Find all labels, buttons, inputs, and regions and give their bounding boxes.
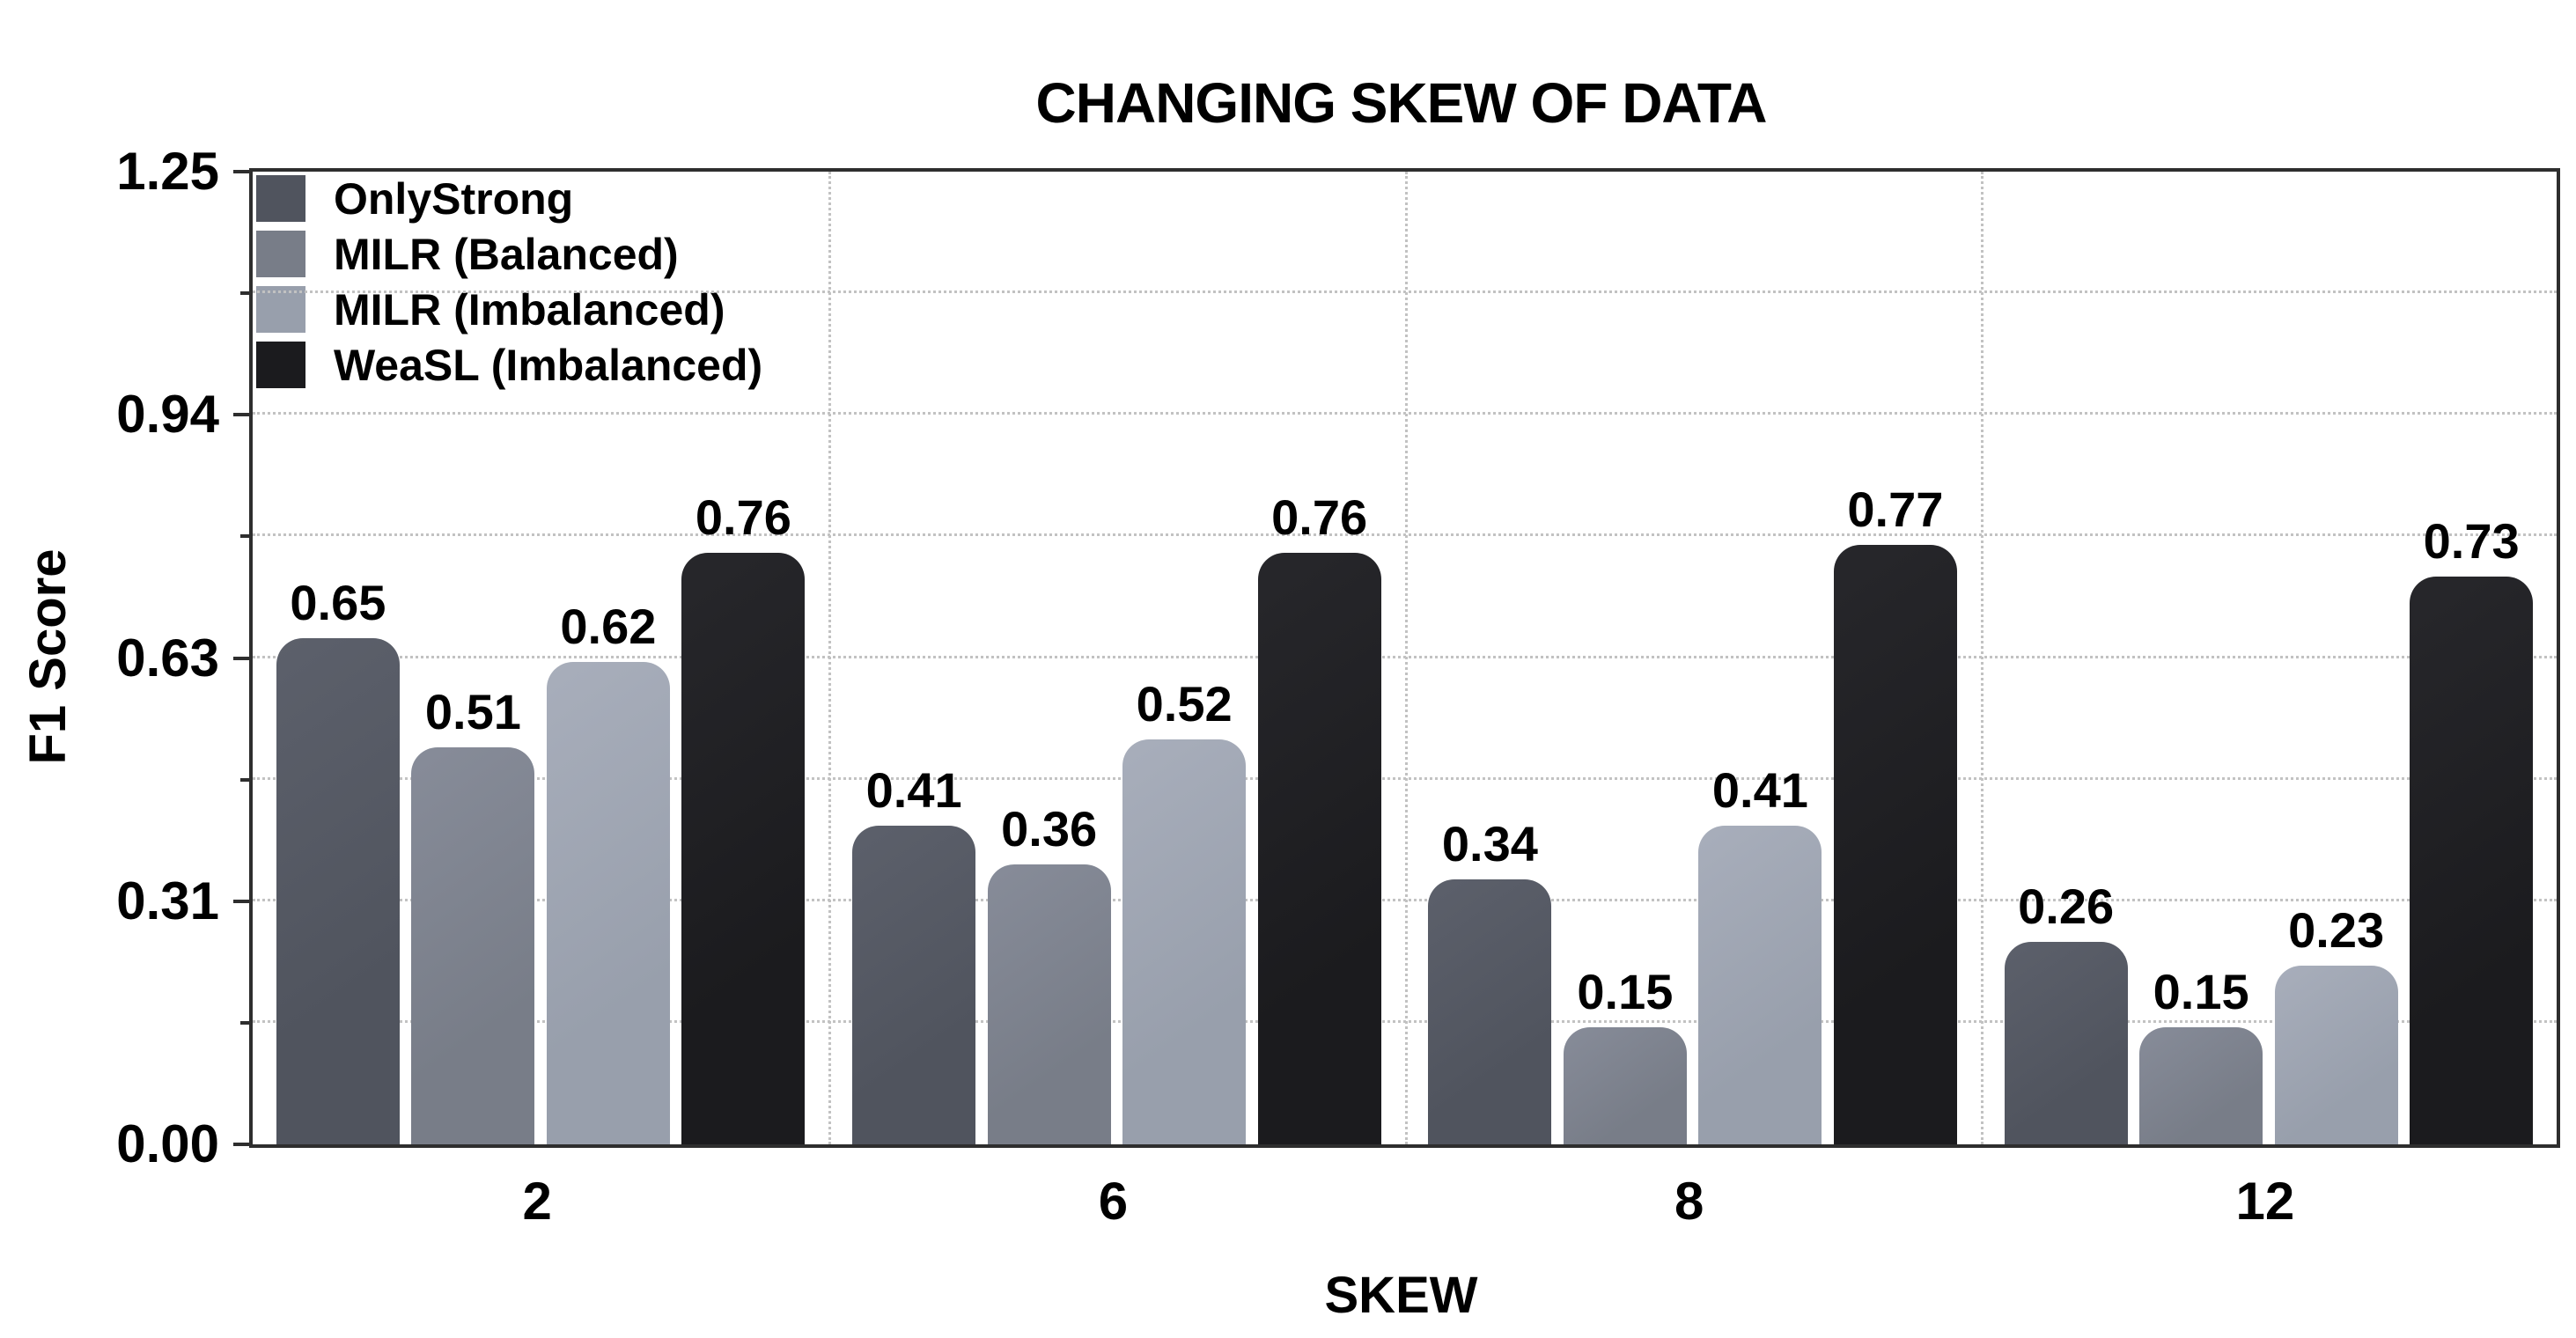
bar-value-label: 0.73 [2423, 512, 2520, 569]
chart-title: CHANGING SKEW OF DATA [1035, 71, 1768, 135]
y-tick-label: 1.25 [116, 142, 219, 201]
bar [2274, 965, 2398, 1144]
y-tick-major [233, 656, 249, 660]
bar-value-label: 0.26 [2018, 879, 2115, 935]
bar-value-label: 0.36 [1001, 800, 1098, 856]
bar [1257, 553, 1381, 1144]
x-tick-label: 12 [2235, 1172, 2295, 1231]
y-tick-label: 0.94 [116, 385, 219, 445]
y-tick-major [233, 413, 249, 417]
bar [2410, 576, 2534, 1144]
bar [411, 747, 535, 1144]
plot-area: OnlyStrong MILR (Balanced) MILR (Imbalance… [116, 143, 2560, 1173]
y-tick-label: 0.31 [116, 871, 219, 930]
y-tick-minor [240, 777, 249, 782]
y-tick-minor [240, 291, 249, 296]
legend-swatch [256, 342, 305, 388]
bar [987, 864, 1111, 1144]
gridline-vertical [1404, 172, 1408, 1144]
bar-value-label: 0.41 [865, 761, 962, 818]
bar-value-label: 0.41 [1711, 761, 1808, 818]
bar-value-label: 0.51 [424, 684, 521, 740]
bar [681, 553, 806, 1144]
bar [1698, 825, 1822, 1144]
bar [2139, 1027, 2263, 1144]
bar [546, 661, 670, 1144]
x-tick-label: 6 [1098, 1172, 1129, 1231]
legend-label: WeaSL (Imbalanced) [334, 341, 763, 390]
gridline-vertical [828, 172, 832, 1144]
bar [2004, 942, 2128, 1144]
bar-value-label: 0.65 [290, 575, 386, 631]
bar-value-label: 0.52 [1136, 676, 1233, 732]
y-tick-label: 0.63 [116, 628, 219, 687]
bar-value-label: 0.15 [2153, 964, 2249, 1020]
bar [852, 825, 976, 1144]
bar [1833, 545, 1957, 1144]
x-axis-label: SKEW [1324, 1267, 1478, 1324]
bar [1563, 1027, 1687, 1144]
legend-label: MILR (Imbalanced) [334, 285, 725, 334]
y-tick-minor [240, 1020, 249, 1025]
y-tick-major [233, 1143, 249, 1146]
legend-swatch [256, 175, 305, 222]
bar-value-label: 0.76 [1271, 489, 1368, 546]
bar-value-label: 0.76 [695, 489, 791, 546]
y-tick-major [233, 899, 249, 903]
x-tick-label: 2 [522, 1172, 552, 1231]
y-tick-minor [240, 534, 249, 539]
bar [1428, 879, 1552, 1144]
legend-swatch [256, 231, 305, 277]
x-tick-label: 8 [1674, 1172, 1704, 1231]
legend-swatch [256, 286, 305, 333]
bar-value-label: 0.34 [1441, 816, 1538, 872]
legend-label: MILR (Balanced) [334, 230, 679, 279]
bar-value-label: 0.62 [560, 598, 657, 654]
legend-label: OnlyStrong [334, 174, 574, 224]
y-tick-label: 0.00 [116, 1114, 219, 1173]
y-tick-major [233, 170, 249, 173]
bar [276, 638, 400, 1144]
bar-value-label: 0.15 [1577, 964, 1674, 1020]
bar-value-label: 0.77 [1847, 482, 1944, 538]
bar-value-label: 0.23 [2288, 901, 2385, 958]
bar [1122, 739, 1247, 1144]
gridline-vertical [1980, 172, 1984, 1144]
